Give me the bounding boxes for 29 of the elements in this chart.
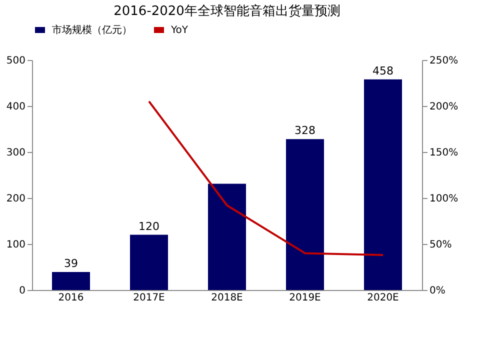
data-label: 458 bbox=[372, 64, 394, 78]
bar bbox=[208, 184, 246, 290]
data-label: 120 bbox=[138, 220, 160, 233]
y2-tick-label: 200% bbox=[430, 102, 458, 112]
y-tick-label: 0 bbox=[19, 286, 26, 296]
y2-tick-label: 50% bbox=[430, 240, 452, 250]
y-tick-label: 300 bbox=[6, 148, 26, 158]
legend-label: YoY bbox=[170, 25, 189, 36]
data-label: 328 bbox=[294, 124, 316, 138]
y-tick-label: 400 bbox=[6, 102, 26, 112]
x-tick-label: 2018E bbox=[211, 292, 243, 304]
bar bbox=[52, 272, 90, 290]
bar bbox=[364, 79, 402, 290]
y-tick-label: 200 bbox=[6, 194, 26, 204]
y2-tick-label: 100% bbox=[430, 194, 458, 204]
x-tick-label: 2019E bbox=[289, 292, 321, 304]
y2-tick-label: 250% bbox=[430, 56, 458, 66]
x-tick-label: 2020E bbox=[367, 292, 399, 304]
data-label: 39 bbox=[64, 257, 78, 270]
y2-tick-label: 0% bbox=[430, 286, 446, 296]
x-tick-label: 2016 bbox=[58, 292, 84, 304]
bar bbox=[130, 234, 168, 290]
y-tick-label: 100 bbox=[6, 240, 26, 250]
bar bbox=[286, 139, 324, 290]
x-tick-label: 2017E bbox=[133, 292, 165, 304]
y-tick-label: 500 bbox=[6, 56, 26, 66]
chart-title: 2016-2020年全球智能音箱出货量预测 bbox=[114, 4, 340, 19]
y2-tick-label: 150% bbox=[430, 148, 458, 158]
legend-label: 市场规模（亿元） bbox=[52, 24, 132, 36]
